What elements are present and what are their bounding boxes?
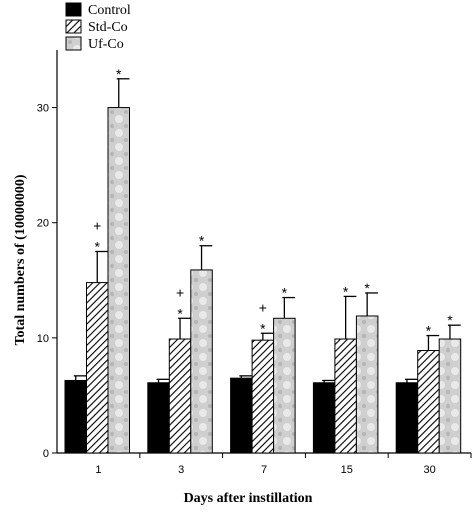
tick-labels: 0 10 20 30 1 3 7 15 30 [37,103,436,476]
bar [168,338,192,454]
legend-swatch [65,2,82,17]
bar [107,107,130,454]
bar [334,338,357,454]
significance-marker: * [447,312,453,328]
x-tick-label: 1 [95,464,101,476]
legend-swatch [65,36,82,51]
x-tick-label: 3 [178,464,184,476]
significance-marker: * [426,323,432,339]
legend-label: Std-Co [88,20,128,35]
bar [230,377,253,454]
y-tick-label: 30 [37,103,49,115]
significance-marker: + [259,299,267,315]
y-tick-label: 0 [43,448,49,460]
significance-marker: * [177,305,183,321]
x-axis-title: Days after instillation [184,491,313,506]
y-tick-label: 20 [37,218,49,230]
bar [251,339,275,454]
significance-marker: * [95,239,101,255]
bar [86,282,109,454]
bar [355,315,379,454]
legend-label: Uf-Co [88,37,124,52]
y-tick-label: 10 [37,333,49,345]
significance-marker: * [343,283,349,299]
legend-swatch [65,19,82,34]
bar [147,382,170,454]
bar [438,338,462,454]
x-tick-label: 30 [423,464,435,476]
significance-marker: * [364,280,370,296]
legend: Control Std-Co Uf-Co [65,2,131,52]
y-axis-title: Total numbers of (10000000) [13,174,28,345]
bar [273,317,296,454]
significance-marker: * [199,233,205,249]
bars-group: * + * * + * * + * * * * * [64,66,462,454]
significance-marker: * [282,285,288,301]
significance-marker: + [176,284,184,300]
bar [417,350,440,454]
x-tick-label: 7 [261,464,267,476]
bar [64,379,87,454]
significance-marker: + [93,218,101,234]
bar [190,269,213,454]
bar [395,382,419,454]
bar [312,382,336,454]
significance-marker: * [116,66,122,82]
legend-label: Control [88,3,131,18]
significance-marker: * [260,320,266,336]
x-tick-label: 15 [341,464,353,476]
